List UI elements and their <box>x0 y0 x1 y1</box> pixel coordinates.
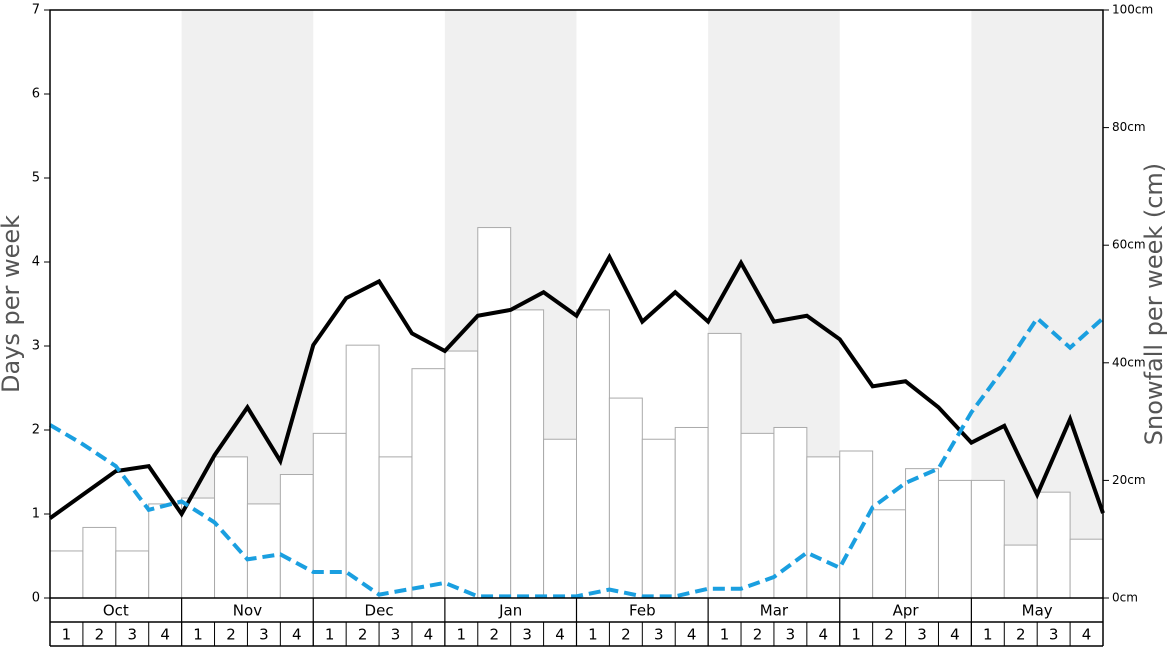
x-tick-label: 1 <box>325 626 335 644</box>
bar <box>246 503 281 599</box>
x-tick-label: 4 <box>424 626 434 644</box>
y-tick-label: 0 <box>32 591 40 606</box>
month-label: Nov <box>233 602 262 620</box>
month-label: Apr <box>893 602 920 620</box>
bar <box>970 479 1005 599</box>
y-axis-label: Days per week <box>0 215 25 393</box>
line-series <box>48 315 1105 599</box>
x-tick-label: 4 <box>160 626 170 644</box>
y2-tick-label: 80cm <box>1112 120 1146 134</box>
x-tick-label: 1 <box>588 626 598 644</box>
x-tick-label: 4 <box>950 626 960 644</box>
bar <box>773 426 808 599</box>
x-tick-label: 3 <box>917 626 927 644</box>
x-tick-label: 3 <box>654 626 664 644</box>
bar <box>576 309 610 599</box>
month-label: Jan <box>498 602 522 620</box>
x-tick-label: 1 <box>720 626 730 644</box>
bar <box>279 474 314 599</box>
x-tick-label: 1 <box>457 626 467 644</box>
bar <box>510 309 545 599</box>
x-tick-label: 3 <box>1049 626 1059 644</box>
y-tick-label: 7 <box>32 3 40 18</box>
month-label: Dec <box>365 602 394 620</box>
x-tick-label: 2 <box>884 626 894 644</box>
line-series <box>48 252 1105 520</box>
x-tick-label: 3 <box>391 626 401 644</box>
bar <box>839 450 874 599</box>
bar <box>345 344 380 599</box>
x-tick-label: 4 <box>687 626 697 644</box>
bar <box>82 526 117 599</box>
bar <box>1036 491 1071 599</box>
x-tick-label: 2 <box>753 626 763 644</box>
month-label: Oct <box>103 602 129 620</box>
x-tick-label: 2 <box>621 626 631 644</box>
bar <box>444 350 479 599</box>
bar <box>937 479 972 599</box>
y-tick-label: 6 <box>32 87 40 102</box>
bar <box>411 368 446 599</box>
y-tick-label: 2 <box>32 423 40 438</box>
y-tick-label: 5 <box>32 171 40 186</box>
x-tick-label: 1 <box>62 626 72 644</box>
x-tick-label: 3 <box>127 626 137 644</box>
bar <box>115 550 150 599</box>
y-tick-label: 1 <box>32 507 40 522</box>
bar <box>181 497 216 599</box>
bar <box>806 456 841 599</box>
x-tick-label: 3 <box>259 626 269 644</box>
y2-tick-label: 0cm <box>1112 591 1138 605</box>
y2-tick-label: 20cm <box>1112 473 1146 487</box>
bar <box>641 438 676 599</box>
bar <box>608 397 643 599</box>
month-label: Feb <box>629 602 656 620</box>
month-label: Mar <box>760 602 789 620</box>
bar <box>214 456 248 599</box>
y2-tick-label: 100cm <box>1112 3 1153 17</box>
bar <box>49 550 84 599</box>
bar <box>905 468 939 599</box>
x-tick-label: 4 <box>1082 626 1092 644</box>
x-tick-label: 2 <box>226 626 236 644</box>
bar <box>872 509 907 599</box>
x-tick-label: 2 <box>95 626 105 644</box>
y2-tick-label: 40cm <box>1112 355 1146 369</box>
bar <box>1003 544 1038 599</box>
bar <box>740 432 775 599</box>
x-tick-label: 2 <box>489 626 499 644</box>
x-tick-label: 1 <box>851 626 861 644</box>
x-tick-label: 4 <box>819 626 829 644</box>
x-tick-label: 2 <box>1016 626 1026 644</box>
y-tick-label: 3 <box>32 339 40 354</box>
bar <box>707 332 742 599</box>
x-tick-label: 1 <box>983 626 993 644</box>
x-tick-label: 4 <box>292 626 302 644</box>
x-tick-label: 2 <box>358 626 368 644</box>
x-tick-label: 3 <box>786 626 796 644</box>
x-tick-label: 1 <box>193 626 203 644</box>
x-tick-label: 3 <box>522 626 532 644</box>
bar <box>543 438 577 599</box>
y2-tick-label: 60cm <box>1112 238 1146 252</box>
bar <box>477 227 512 599</box>
month-label: May <box>1022 602 1053 620</box>
bar <box>1069 538 1104 599</box>
bar <box>378 456 413 599</box>
y2-axis-label: Snowfall per week (cm) <box>1140 163 1168 445</box>
bar <box>148 503 183 599</box>
x-tick-label: 4 <box>555 626 565 644</box>
bar <box>674 426 709 599</box>
y-tick-label: 4 <box>32 255 40 270</box>
